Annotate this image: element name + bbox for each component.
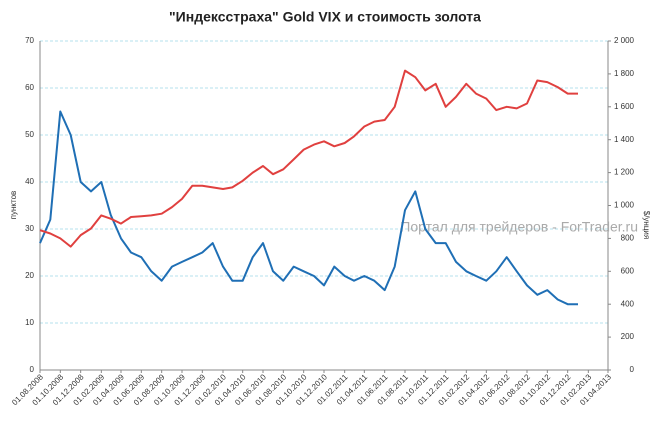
- y-tick-label: 70: [25, 36, 34, 45]
- y2-tick-label: 1 600: [614, 102, 635, 111]
- y2-tick-label: 1 400: [614, 135, 635, 144]
- y2-tick-label: 400: [621, 299, 635, 308]
- y-tick-label: 30: [25, 224, 34, 233]
- y2-tick-label: 800: [621, 234, 635, 243]
- y-tick-label: 40: [25, 177, 34, 186]
- y-axis-label: пунктов: [9, 191, 18, 220]
- y-tick-label: 0: [30, 365, 35, 374]
- y2-axis-label: $/унция: [642, 211, 651, 239]
- series-line: [39, 69, 578, 248]
- annotation: Портал для трейдеров - ForTrader.ru: [400, 219, 638, 235]
- y2-tick-label: 2 000: [614, 36, 635, 45]
- y-tick-label: 20: [25, 271, 34, 280]
- y2-tick-label: 1 000: [614, 201, 635, 210]
- y2-tick-label: 200: [621, 332, 635, 341]
- chart-title: "Индексстраха" Gold VIX и стоимость золо…: [169, 9, 481, 25]
- y2-tick-label: 1 200: [614, 168, 635, 177]
- y-tick-label: 60: [25, 83, 34, 92]
- y-tick-label: 10: [25, 318, 34, 327]
- y2-tick-label: 600: [621, 266, 635, 275]
- y-tick-label: 50: [25, 130, 34, 139]
- y2-tick-label: 1 800: [614, 69, 635, 78]
- y2-tick-label: 0: [630, 365, 635, 374]
- series-line: [39, 110, 578, 306]
